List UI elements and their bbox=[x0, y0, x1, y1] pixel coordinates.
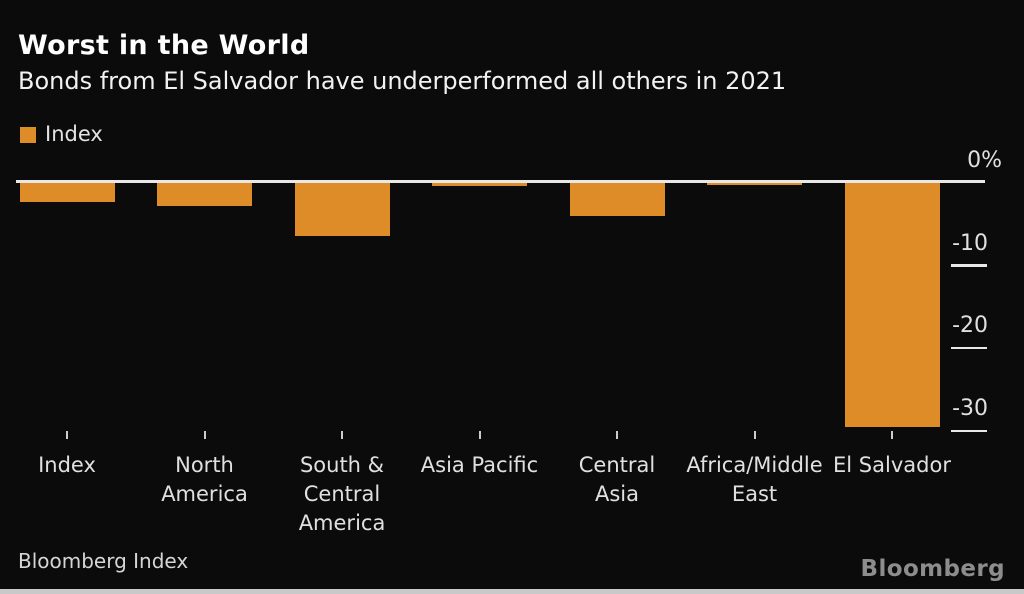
legend: Index bbox=[20, 122, 103, 146]
y-axis-gridline bbox=[951, 346, 987, 350]
y-axis-gridline bbox=[951, 429, 987, 432]
category-label-line: Asia Pacific bbox=[420, 453, 539, 477]
category-label-line: Asia bbox=[594, 482, 639, 506]
source-label: Bloomberg Index bbox=[18, 549, 189, 573]
category-label-line: Africa/Middle bbox=[686, 453, 823, 477]
bar bbox=[707, 182, 802, 185]
zero-axis-line bbox=[16, 180, 985, 183]
category-label-line: America bbox=[298, 511, 386, 535]
x-axis-tick bbox=[203, 431, 206, 439]
category-label: North America bbox=[130, 451, 280, 509]
y-axis-tick-label: -10 bbox=[952, 230, 988, 256]
x-axis-tick bbox=[891, 431, 893, 439]
page-subtitle: Bonds from El Salvador have underperform… bbox=[18, 67, 787, 95]
category-label-line: Central bbox=[578, 453, 656, 477]
category-label: Central Asia bbox=[542, 451, 692, 509]
bottom-edge-strip bbox=[0, 589, 1024, 594]
category-label: Index bbox=[0, 451, 142, 480]
x-axis-tick bbox=[341, 431, 343, 439]
y-axis-gridline bbox=[951, 264, 987, 267]
x-axis-tick bbox=[478, 431, 481, 439]
x-axis-tick bbox=[66, 431, 68, 439]
x-axis-tick bbox=[753, 431, 756, 439]
page-title: Worst in the World bbox=[18, 30, 310, 61]
category-label: El Salvador bbox=[817, 451, 967, 480]
category-label: Asia Pacific bbox=[405, 451, 555, 480]
bar bbox=[844, 182, 940, 428]
y-axis-tick-label: -20 bbox=[952, 313, 988, 339]
bar bbox=[569, 182, 665, 217]
bar bbox=[19, 182, 115, 203]
category-label: Africa/Middle East bbox=[680, 451, 830, 509]
category-label-line: North bbox=[175, 453, 234, 477]
bar bbox=[432, 182, 527, 186]
category-label-line: Index bbox=[38, 453, 96, 477]
x-axis-tick bbox=[616, 431, 618, 439]
bloomberg-logo: Bloomberg bbox=[860, 556, 1005, 582]
bar bbox=[157, 182, 252, 207]
y-axis-tick-label: -30 bbox=[952, 396, 988, 421]
bar bbox=[294, 182, 390, 237]
category-label: South & Central America bbox=[267, 451, 417, 538]
category-label-line: East bbox=[731, 482, 778, 506]
category-label-line: El Salvador bbox=[833, 453, 951, 477]
legend-swatch-icon bbox=[20, 127, 36, 143]
category-label-line: America bbox=[161, 482, 248, 506]
legend-label: Index bbox=[45, 122, 103, 146]
category-label-line: Central bbox=[303, 482, 381, 506]
y-axis-tick-label: 0% bbox=[967, 148, 1002, 173]
category-label-line: South & bbox=[299, 453, 385, 477]
